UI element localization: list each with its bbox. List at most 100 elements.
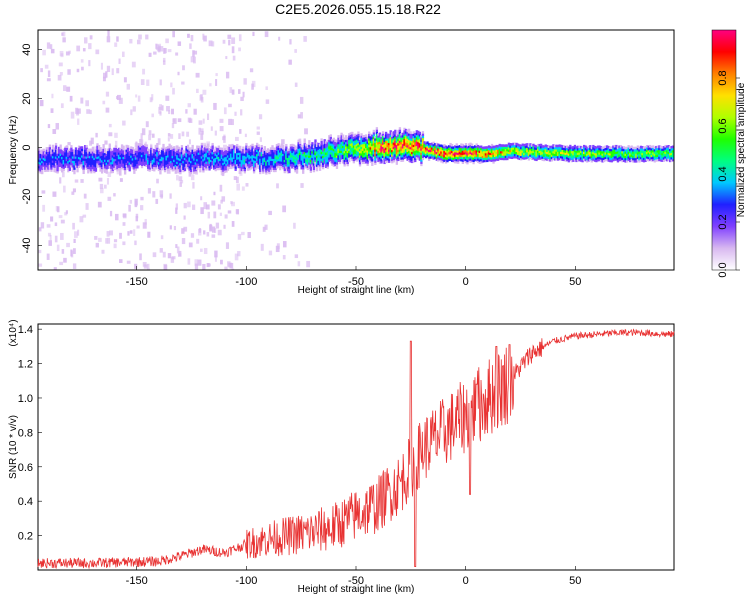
- spectrogram-cell: [629, 157, 632, 160]
- spectrogram-cell: [434, 156, 437, 159]
- spectrogram-cell: [549, 156, 552, 160]
- spectrogram-cell: [136, 159, 139, 162]
- spectrogram-cell: [179, 156, 182, 159]
- spectrogram-cell: [277, 160, 280, 164]
- spectrogram-cell: [475, 154, 478, 158]
- spectrogram-cell: [375, 155, 379, 159]
- spectrogram-cell: [231, 161, 234, 165]
- spectrogram-cell: [269, 160, 273, 164]
- spectrogram-cell: [371, 147, 374, 151]
- spectrogram-cell: [259, 171, 262, 175]
- spectrogram-cell: [523, 150, 526, 154]
- spectrogram-cell: [575, 146, 578, 149]
- spectrogram-cell: [523, 152, 526, 156]
- spectrogram-cell: [44, 154, 47, 157]
- spectrogram-cell: [61, 163, 64, 166]
- spectrogram-cell: [533, 155, 537, 159]
- spectrogram-cell: [418, 138, 422, 141]
- spectrogram-cell: [481, 146, 484, 150]
- spectrogram-cell: [185, 156, 188, 160]
- spectrogram-cell: [305, 143, 308, 147]
- spectrogram-cell: [217, 156, 220, 160]
- spectrogram-cell: [159, 158, 162, 162]
- spectrogram-cell: [231, 150, 234, 154]
- spectrogram-noise-cell: [38, 263, 43, 267]
- spectrogram-cell: [564, 150, 567, 153]
- spectrogram-cell: [59, 155, 62, 159]
- spectrogram-cell: [171, 151, 174, 154]
- spectrogram-cell: [360, 142, 363, 145]
- spectrogram-cell: [616, 159, 620, 163]
- spectrogram-cell: [133, 158, 136, 161]
- spectrogram-noise-cell: [62, 31, 66, 37]
- spectrogram-cell: [196, 149, 199, 153]
- spectrogram-cell: [295, 162, 299, 165]
- spectrogram-cell: [87, 157, 90, 161]
- spectrogram-cell: [664, 149, 667, 152]
- spectrogram-cell: [467, 143, 471, 146]
- spectrogram-cell: [414, 144, 417, 147]
- spectrogram-cell: [552, 155, 555, 158]
- spectrogram-cell: [361, 135, 365, 138]
- spectrogram-cell: [97, 144, 101, 148]
- spectrogram-cell: [381, 137, 385, 141]
- spectrogram-cell: [266, 159, 270, 162]
- spectrogram-cell: [74, 164, 78, 168]
- spectrogram-cell: [509, 147, 512, 150]
- spectrogram-noise-cell: [175, 52, 179, 56]
- spectrogram-cell: [325, 145, 328, 149]
- spectrogram-cell: [484, 148, 488, 152]
- spectrogram-cell: [71, 169, 75, 172]
- spectrogram-cell: [616, 153, 620, 156]
- spectrogram-cell: [406, 136, 409, 139]
- spectrogram-cell: [41, 167, 44, 170]
- spectrogram-cell: [401, 156, 405, 160]
- spectrogram-cell: [154, 155, 157, 159]
- spectrogram-cell: [59, 151, 62, 154]
- spectrogram-cell: [670, 145, 673, 149]
- spectrogram-cell: [648, 149, 652, 152]
- spectrogram-cell: [183, 166, 187, 169]
- spectrogram-noise-cell: [213, 102, 217, 110]
- spectrogram-cell: [345, 146, 348, 149]
- spectrogram-cell: [466, 152, 469, 156]
- spectrogram-cell: [298, 163, 302, 167]
- spectrogram-cell: [392, 146, 395, 150]
- spectrogram-cell: [199, 154, 202, 157]
- spectrogram-cell: [199, 158, 202, 162]
- spectrogram-cell: [483, 159, 486, 163]
- spectrogram-noise-cell: [229, 87, 233, 94]
- spectrogram-noise-cell: [231, 46, 235, 54]
- spectrogram-noise-cell: [193, 56, 196, 64]
- spectrogram-cell: [515, 147, 518, 150]
- spectrogram-noise-cell: [129, 199, 133, 204]
- spectrogram-cell: [358, 159, 362, 163]
- spectrogram-cell: [291, 146, 294, 149]
- spectrogram-cell: [612, 149, 615, 153]
- spectrogram-cell: [127, 167, 130, 170]
- spectrogram-cell: [214, 164, 217, 167]
- spectrogram-noise-cell: [185, 109, 188, 114]
- spectrogram-noise-cell: [135, 215, 139, 222]
- spectrogram-cell: [403, 151, 406, 155]
- spectrogram-cell: [209, 157, 213, 160]
- spectrogram-noise-cell: [72, 263, 77, 269]
- spectrogram-cell: [400, 152, 403, 156]
- spectrogram-cell: [647, 147, 650, 151]
- spectrogram-cell: [148, 160, 151, 163]
- spectrogram-cell: [134, 150, 138, 154]
- spectrogram-noise-cell: [104, 140, 108, 145]
- spectrogram-cell: [199, 169, 202, 173]
- spectrogram-cell: [570, 157, 574, 161]
- spectrogram-cell: [91, 155, 95, 159]
- spectrogram-cell: [386, 151, 389, 154]
- spectrogram-noise-cell: [64, 212, 68, 216]
- spectrogram-cell: [128, 166, 131, 170]
- spectrogram-cell: [487, 145, 491, 148]
- spectrogram-cell: [217, 167, 220, 171]
- spectrogram-cell: [114, 160, 118, 164]
- spectrogram-cell: [143, 154, 147, 158]
- spectrogram-cell: [458, 151, 461, 155]
- spectrogram-cell: [340, 148, 343, 151]
- spectrogram-cell: [222, 153, 225, 157]
